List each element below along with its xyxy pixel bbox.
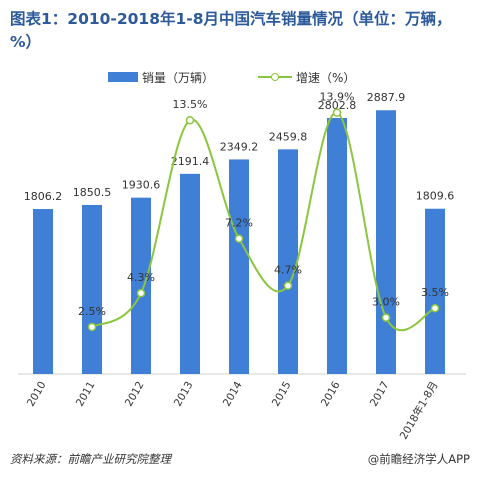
growth-label-2012: 4.3% — [127, 271, 155, 284]
bar-label-2018年1-8月: 1809.6 — [416, 190, 455, 203]
bar-2012 — [131, 197, 151, 374]
growth-point-2015 — [283, 281, 293, 290]
bar-label-2015: 2459.8 — [269, 130, 308, 143]
x-tick-2013: 2013 — [172, 380, 196, 409]
bar-label-2014: 2349.2 — [220, 140, 259, 153]
growth-label-2013: 13.5% — [173, 98, 208, 111]
growth-point-2013 — [185, 115, 195, 125]
bar-2016 — [327, 118, 347, 375]
growth-point-2017 — [381, 313, 391, 322]
x-tick-2011: 2011 — [74, 380, 98, 409]
chart-title: 图表1：2010-2018年1-8月中国汽车销量情况（单位：万辆，%） — [10, 10, 452, 51]
bar-2010 — [33, 209, 53, 374]
growth-point-2016 — [332, 108, 342, 117]
growth-point-2014 — [234, 234, 244, 243]
growth-label-2015: 4.7% — [274, 264, 302, 277]
legend-swatch-growth — [258, 72, 292, 82]
x-tick-2014: 2014 — [221, 379, 245, 408]
growth-point-2011 — [87, 322, 97, 332]
growth-label-2011: 2.5% — [78, 305, 106, 318]
x-tick-2018年1-8月: 2018年1-8月 — [397, 379, 441, 442]
growth-label-2018年1-8月: 3.5% — [421, 286, 449, 299]
bar-label-2016: 2802.8 — [318, 99, 357, 112]
growth-line — [91, 111, 436, 332]
bar-label-2010: 1806.2 — [24, 190, 63, 203]
bar-2014 — [229, 159, 249, 374]
credit-note: @前瞻经济学人APP — [367, 452, 470, 466]
legend: 销量（万辆） 增速（%） — [0, 67, 480, 87]
bar-label-2017: 2887.9 — [367, 91, 406, 104]
x-tick-2017: 2017 — [368, 380, 392, 409]
growth-point-2012 — [136, 288, 146, 298]
bar-label-2013: 2191.4 — [171, 155, 210, 168]
x-tick-2015: 2015 — [270, 380, 294, 409]
growth-label-2016: 13.9% — [320, 91, 355, 104]
bar-2017 — [376, 110, 396, 374]
legend-label-growth: 增速（%） — [296, 70, 356, 85]
x-tick-2010: 2010 — [25, 380, 49, 409]
bar-2013 — [180, 173, 200, 374]
growth-label-2014: 7.2% — [225, 217, 253, 230]
bar-label-2011: 1850.5 — [73, 186, 112, 199]
legend-swatch-sales — [108, 72, 138, 82]
bar-2018年1-8月 — [425, 208, 445, 374]
x-tick-2012: 2012 — [123, 380, 147, 409]
legend-label-sales: 销量（万辆） — [142, 70, 215, 85]
growth-point-2018年1-8月 — [430, 303, 440, 313]
legend-item-sales: 销量（万辆） — [108, 67, 214, 87]
x-tick-2016: 2016 — [319, 379, 343, 408]
source-note: 资料来源：前瞻产业研究院整理 — [10, 452, 171, 466]
growth-label-2017: 3.0% — [372, 296, 400, 309]
bar-2015 — [278, 149, 298, 374]
legend-item-growth: 增速（%） — [258, 67, 355, 87]
bar-2011 — [82, 204, 102, 374]
bar-label-2012: 1930.6 — [122, 179, 161, 192]
